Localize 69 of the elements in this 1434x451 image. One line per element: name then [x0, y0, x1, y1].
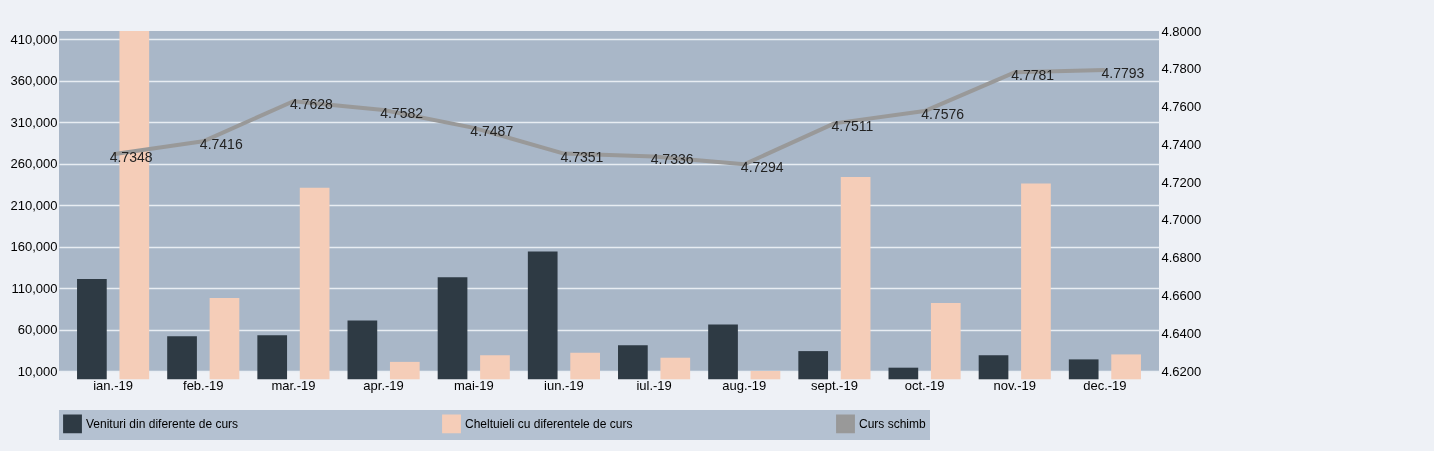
- y-tick-label: 360,000: [10, 73, 58, 89]
- data-label: 4.7511: [831, 118, 874, 135]
- y2-tick-label: 4.7800: [1161, 61, 1202, 77]
- bar: [978, 355, 1009, 380]
- bar: [798, 351, 829, 380]
- y-tick-label: 410,000: [10, 31, 58, 47]
- bar: [347, 320, 378, 380]
- bar: [888, 367, 919, 380]
- bar: [660, 357, 691, 380]
- data-label: 4.7487: [470, 122, 514, 139]
- y-tick-label: 310,000: [10, 114, 58, 130]
- bar: [1111, 354, 1141, 380]
- data-label: 4.7628: [290, 96, 334, 113]
- bar: [570, 352, 600, 380]
- bar: [527, 251, 558, 380]
- y2-tick-label: 4.7400: [1161, 136, 1202, 152]
- y-tick-label: 110,000: [11, 280, 58, 296]
- bar: [480, 355, 510, 380]
- y2-tick-label: 4.6600: [1161, 287, 1202, 303]
- y2-tick-label: 4.6200: [1161, 363, 1202, 379]
- y-tick-label: 60,000: [17, 322, 58, 338]
- y-tick-label: 160,000: [10, 239, 58, 255]
- bar: [437, 277, 468, 380]
- bar: [1068, 359, 1099, 380]
- y-tick-label: 10,000: [17, 363, 58, 379]
- bar: [840, 176, 871, 380]
- x-tick-label: apr.-19: [363, 377, 404, 393]
- y2-tick-label: 4.6400: [1161, 325, 1202, 341]
- x-tick-label: ian.-19: [93, 377, 133, 393]
- legend-label: Curs schimb: [859, 416, 927, 431]
- x-tick-label: iul.-19: [636, 377, 672, 393]
- bar: [618, 345, 648, 380]
- x-tick-label: nov.-19: [993, 377, 1036, 393]
- data-label: 4.7781: [1011, 67, 1055, 84]
- y2-tick-label: 4.7000: [1161, 212, 1202, 228]
- y2-tick-label: 4.7600: [1161, 99, 1202, 115]
- data-label: 4.7576: [921, 106, 965, 123]
- bar: [750, 371, 781, 380]
- legend-label: Venituri din diferente de curs: [86, 416, 239, 431]
- x-tick-label: sept.-19: [810, 377, 858, 393]
- y2-tick-label: 4.8000: [1161, 23, 1202, 39]
- bar: [77, 278, 107, 380]
- x-tick-label: mai-19: [453, 377, 494, 393]
- x-tick-label: iun.-19: [544, 377, 584, 393]
- data-label: 4.7348: [109, 149, 153, 166]
- x-tick-label: dec.-19: [1083, 377, 1127, 393]
- y2-tick-label: 4.6800: [1161, 250, 1202, 266]
- x-tick-label: aug.-19: [722, 377, 767, 393]
- data-label: 4.7294: [740, 159, 784, 176]
- data-label: 4.7351: [560, 148, 604, 165]
- data-label: 4.7793: [1101, 65, 1145, 82]
- x-tick-label: oct.-19: [904, 377, 945, 393]
- legend-label: Cheltuieli cu diferentele de curs: [465, 416, 633, 431]
- x-tick-label: feb.-19: [183, 377, 224, 393]
- bar: [257, 335, 288, 380]
- bar: [299, 187, 330, 380]
- bar: [708, 324, 738, 380]
- bar: [209, 298, 240, 380]
- y-tick-label: 260,000: [10, 156, 58, 172]
- bar: [1021, 183, 1051, 380]
- bar: [389, 361, 420, 380]
- bar: [167, 336, 197, 380]
- y-tick-label: 210,000: [10, 197, 58, 213]
- data-label: 4.7416: [199, 136, 243, 153]
- bar: [930, 303, 961, 380]
- data-label: 4.7336: [650, 151, 694, 168]
- data-label: 4.7582: [380, 104, 424, 121]
- y2-tick-label: 4.7200: [1161, 174, 1202, 190]
- x-tick-label: mar.-19: [271, 377, 316, 393]
